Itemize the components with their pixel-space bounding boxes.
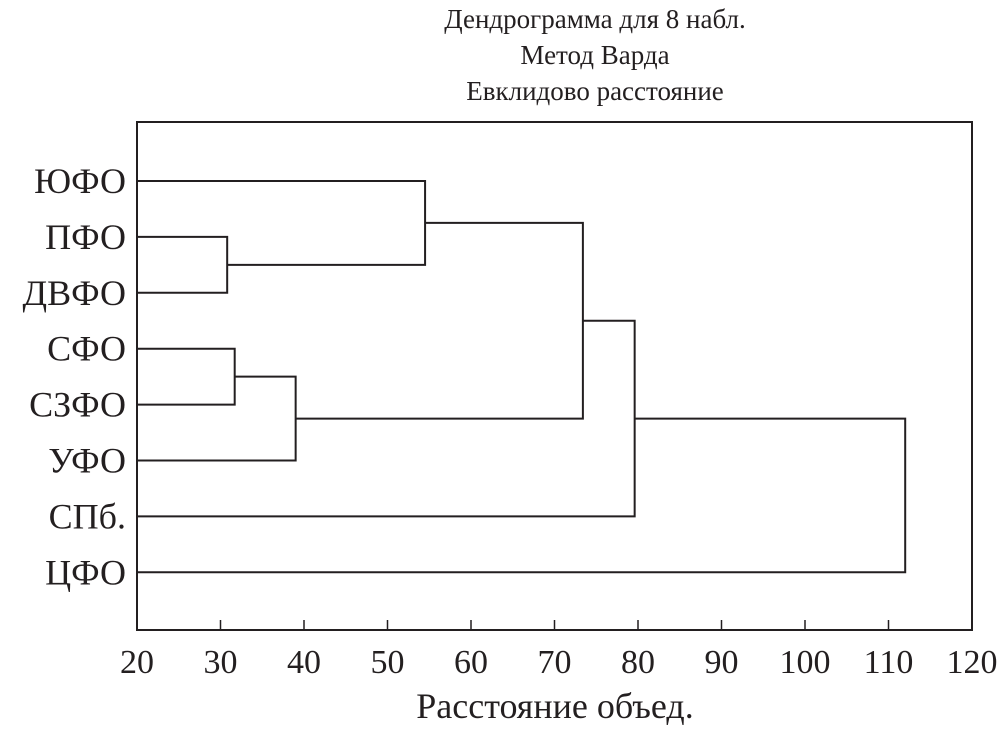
leaf-label: ДВФО	[23, 273, 126, 313]
x-tick-label: 90	[705, 644, 739, 681]
dendrogram-link-m5	[295, 221, 584, 420]
dendrogram-link-m3	[137, 375, 297, 462]
x-tick-label: 20	[120, 644, 154, 681]
x-tick-label: 110	[864, 644, 914, 681]
x-tick-label: 50	[371, 644, 405, 681]
chart-title-line-1: Дендрограмма для 8 набл.	[444, 4, 746, 34]
dendrogram-link-m4	[137, 180, 427, 266]
x-tick-label: 60	[454, 644, 488, 681]
leaf-label: ПФО	[45, 217, 126, 257]
x-tick-label: 30	[204, 644, 238, 681]
leaf-label: СПб.	[49, 496, 126, 536]
leaf-label: СЗФО	[29, 385, 126, 425]
x-axis-label: Расстояние объед.	[416, 686, 693, 726]
dendrogram-link-m7	[137, 417, 907, 574]
leaf-label: УФО	[48, 441, 126, 481]
x-tick-label: 40	[287, 644, 321, 681]
leaf-label: ЦФО	[45, 552, 126, 592]
x-tick-label: 80	[621, 644, 655, 681]
x-tick-label: 70	[538, 644, 572, 681]
dendrogram-link-m2	[137, 347, 236, 406]
chart-title-line-3: Евклидово расстояние	[466, 76, 724, 106]
leaf-label: СФО	[47, 329, 126, 369]
x-tick-label: 100	[780, 644, 831, 681]
dendrogram-link-m1	[137, 235, 229, 294]
x-tick-label: 120	[947, 644, 998, 681]
leaf-label: ЮФО	[34, 161, 126, 201]
chart-title-line-2: Метод Варда	[520, 40, 670, 70]
